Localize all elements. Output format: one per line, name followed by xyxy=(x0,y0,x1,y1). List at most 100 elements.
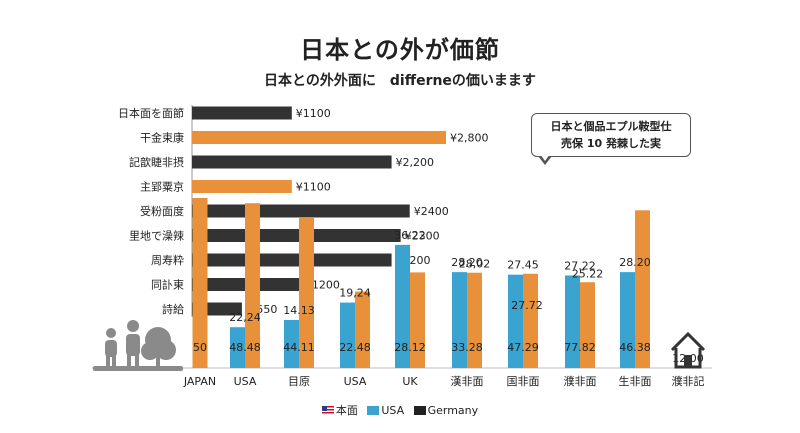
person-child-leg-icon xyxy=(106,355,110,367)
legend-label-germany: Germany xyxy=(427,403,479,417)
vbar-top-label: 36.22 xyxy=(394,229,426,242)
hbar xyxy=(192,131,446,144)
vbar-inner-label: 44.11 xyxy=(283,341,315,354)
vbar-inner-label: 50 xyxy=(193,341,207,354)
hbar xyxy=(192,180,292,193)
vbar-usa xyxy=(620,272,635,368)
vbar-germany xyxy=(299,218,314,368)
vbar-germany xyxy=(523,273,538,368)
vbar-usa xyxy=(284,319,299,368)
vbar-inner-label: 46.38 xyxy=(619,341,651,354)
vbar-inner-label: 48.48 xyxy=(229,341,261,354)
vbar-inner-label: 47.29 xyxy=(507,341,539,354)
hbar xyxy=(192,229,401,242)
hbar-category-label: 里地で澡辣 xyxy=(129,229,184,243)
vbar-germany xyxy=(635,210,650,368)
hbar-category-label: 同訃東 xyxy=(151,278,184,292)
legend-swatch-dark xyxy=(413,405,426,415)
vbar-inner-label-mid: 27.72 xyxy=(511,299,543,312)
person-child-body-icon xyxy=(105,340,117,357)
hbar-category-label: 日本面を面節 xyxy=(118,106,184,120)
hbar-value-label: ¥2400 xyxy=(414,205,449,218)
vbar-category-label: UK xyxy=(402,375,418,388)
vbar-orange-top-label: 28,02 xyxy=(459,258,491,271)
vbar-category-label: 生非面 xyxy=(619,374,652,388)
vbar-germany xyxy=(245,203,260,368)
vbar-germany xyxy=(192,198,208,368)
house-roof-icon xyxy=(670,331,706,352)
vbar-usa xyxy=(565,275,580,368)
legend-swatch-blue xyxy=(367,405,380,415)
vbar-usa xyxy=(508,274,523,368)
vbar-category-label: USA xyxy=(234,375,257,388)
person-adult-head-icon xyxy=(127,320,139,332)
person-child-leg-icon xyxy=(112,355,116,367)
legend-label-usa: USA xyxy=(381,403,405,417)
hbar xyxy=(192,204,410,218)
vbar-top-label: 27.45 xyxy=(507,259,539,272)
vbar-category-label: 目原 xyxy=(288,375,310,388)
legend-item-germany: Germany xyxy=(413,403,479,417)
hbar xyxy=(192,106,292,120)
hbar-category-label: 記歆睫非摂 xyxy=(129,155,184,169)
hbar-value-label: ¥2300 xyxy=(405,230,440,243)
hbar-category-label: 受粉面度 xyxy=(140,204,184,218)
hbar-value-label: ¥2,200 xyxy=(396,156,435,169)
vbar-category-label: JAPAN xyxy=(183,375,216,388)
hbar-category-label: 干金束康 xyxy=(140,131,184,145)
tree-icon xyxy=(141,342,159,360)
callout-tail xyxy=(538,154,552,165)
hbar-category-label: 周寿粋 xyxy=(151,253,184,267)
vbar-usa xyxy=(452,272,467,368)
legend-item-usa: USA xyxy=(367,404,404,417)
callout-box: 日本と個品エプル鞍型仕 売保 10 発棘した実 xyxy=(531,113,691,165)
vbar-germany xyxy=(467,272,482,368)
hbar-category-label: 詩給 xyxy=(162,302,184,316)
vbar-inner-label: 33.28 xyxy=(451,341,483,354)
callout-line-2: 売保 10 発棘した実 xyxy=(561,137,661,150)
vbar-category-label: 濮非記 xyxy=(672,374,705,388)
ground-strip xyxy=(93,366,183,371)
vbar-germany xyxy=(580,282,595,368)
legend-label-flag: 本面 xyxy=(335,404,358,417)
person-adult-leg-icon xyxy=(135,354,139,367)
hbar-category-label: 主郢粟京 xyxy=(140,180,184,194)
vbar-category-label: 漢非面 xyxy=(451,375,484,388)
vbar-germany xyxy=(410,272,425,368)
vbar-top-label: 19,24 xyxy=(339,287,371,300)
vbar-inner-label: 22.48 xyxy=(339,341,371,354)
vbar-top-label: 14.13 xyxy=(283,304,315,317)
flag-icon xyxy=(321,406,334,415)
hbar-value-label: ¥1100 xyxy=(296,107,331,120)
vbar-germany xyxy=(355,291,370,368)
house-door-icon xyxy=(684,355,692,367)
tree-icon xyxy=(156,340,176,360)
vbar-orange-top-label: 25.22 xyxy=(572,267,604,280)
tree-trunk-icon xyxy=(156,352,160,367)
vbar-category-label: 国非面 xyxy=(507,375,540,388)
callout-line-1: 日本と個品エプル鞍型仕 xyxy=(550,120,672,133)
hbar-value-label: ¥2,800 xyxy=(450,132,489,145)
hbar xyxy=(192,155,392,169)
person-adult-body-icon xyxy=(126,334,140,356)
vbar-top-label: 22,24 xyxy=(229,311,261,324)
chart-subtitle: 日本との外外面に differneの価いまます xyxy=(264,73,536,89)
person-adult-leg-icon xyxy=(127,354,131,367)
vbar-top-label: 28.20 xyxy=(619,256,651,269)
vbar-inner-label: 28.12 xyxy=(394,341,426,354)
hbar xyxy=(192,253,392,267)
chart-title: 日本との外が価節 xyxy=(300,36,500,64)
vbar-top-label: 27.22 xyxy=(564,259,596,272)
vbar-usa xyxy=(395,244,410,368)
vbar-category-label: USA xyxy=(344,375,367,388)
vbar-inner-label: 77.82 xyxy=(564,341,596,354)
vbar-top-label: 28,20 xyxy=(451,256,483,269)
legend-item-flag: 本面 xyxy=(321,402,358,418)
vbar-usa xyxy=(230,327,245,368)
hbar-value-label: ¥1100 xyxy=(296,181,331,194)
person-child-head-icon xyxy=(106,328,116,338)
vbar-usa xyxy=(340,302,355,368)
vbar-category-label: 濮非面 xyxy=(564,374,597,388)
legend: 本面 USA Germany xyxy=(0,402,800,418)
